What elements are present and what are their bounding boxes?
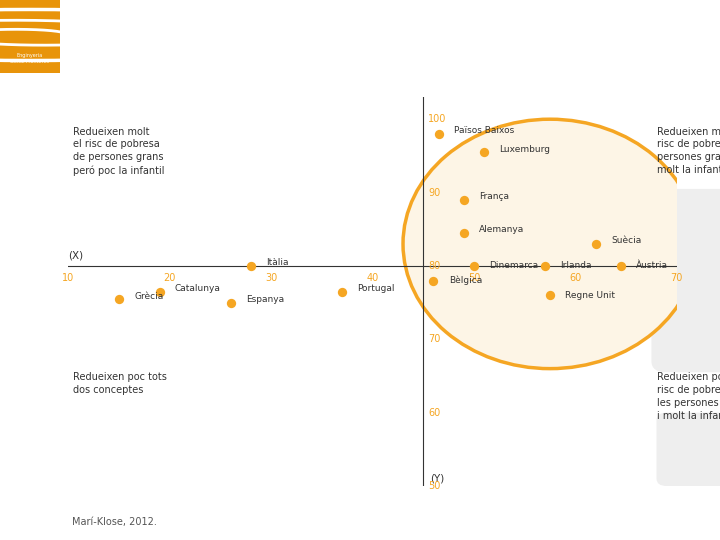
Text: Luxemburg: Luxemburg [500, 145, 550, 154]
Point [458, 228, 469, 237]
Text: Espanya: Espanya [246, 295, 284, 304]
Text: Redueixen molt
el risc de pobresa
de persones grans
peró poc la infantil: Redueixen molt el risc de pobresa de per… [73, 126, 165, 176]
Text: Redueixen molt el
risc de pobresa de
persones grans i
molt la infantil: Redueixen molt el risc de pobresa de per… [657, 126, 720, 175]
Text: Redueixen poc tots
dos conceptes: Redueixen poc tots dos conceptes [73, 372, 167, 395]
Point [478, 148, 490, 157]
Text: Bèlgica: Bèlgica [449, 276, 482, 285]
Text: Portugal: Portugal [357, 284, 395, 293]
Text: Poverty reduction effect after social transfers: Poverty reduction effect after social tr… [71, 26, 537, 44]
Text: 90: 90 [428, 187, 441, 198]
Text: 70: 70 [670, 273, 683, 284]
Text: 40: 40 [366, 273, 379, 284]
FancyBboxPatch shape [652, 189, 720, 372]
Text: 60: 60 [428, 408, 441, 417]
Bar [0, 0, 60, 73]
Text: 50: 50 [428, 481, 441, 491]
Ellipse shape [403, 119, 697, 369]
Text: França: França [479, 192, 509, 201]
Point [428, 276, 439, 285]
Text: Dinemarca: Dinemarca [489, 261, 539, 271]
Point [458, 195, 469, 204]
Text: 60: 60 [570, 273, 582, 284]
Text: 70: 70 [428, 334, 441, 345]
Text: Països Baixos: Països Baixos [454, 126, 514, 136]
Text: (Y): (Y) [431, 474, 445, 484]
Point [433, 130, 444, 138]
Point [225, 298, 236, 307]
Text: 20: 20 [163, 273, 176, 284]
Text: Alemanya: Alemanya [479, 226, 524, 234]
Point [539, 261, 551, 270]
Text: Redueixen poc el
risc de pobresa de
les persones grans
i molt la infantil: Redueixen poc el risc de pobresa de les … [657, 372, 720, 421]
Point [113, 295, 125, 303]
Point [154, 287, 166, 296]
Text: Grècia: Grècia [135, 292, 163, 300]
Text: 50: 50 [468, 273, 480, 284]
Point [245, 261, 256, 270]
Text: Àustria: Àustria [636, 261, 668, 271]
Text: Suècia: Suècia [611, 237, 641, 246]
FancyBboxPatch shape [657, 413, 720, 486]
Text: 10: 10 [62, 273, 75, 284]
Text: 100: 100 [428, 114, 446, 124]
Point [544, 291, 556, 300]
Point [336, 287, 348, 296]
Text: 80: 80 [428, 261, 441, 271]
Text: Itàlia: Itàlia [266, 259, 289, 267]
Point [468, 261, 480, 270]
Text: Marí-Klose, 2012.: Marí-Klose, 2012. [72, 516, 157, 526]
Text: Regne Unit: Regne Unit [565, 291, 616, 300]
Text: Catalunya: Catalunya [175, 284, 221, 293]
Point [590, 240, 601, 248]
Text: Enginyeria
Social Fronteres: Enginyeria Social Fronteres [10, 53, 50, 64]
Text: Irlanda: Irlanda [560, 261, 592, 271]
Point [616, 261, 627, 270]
Text: (X): (X) [68, 251, 84, 261]
Text: 30: 30 [265, 273, 277, 284]
